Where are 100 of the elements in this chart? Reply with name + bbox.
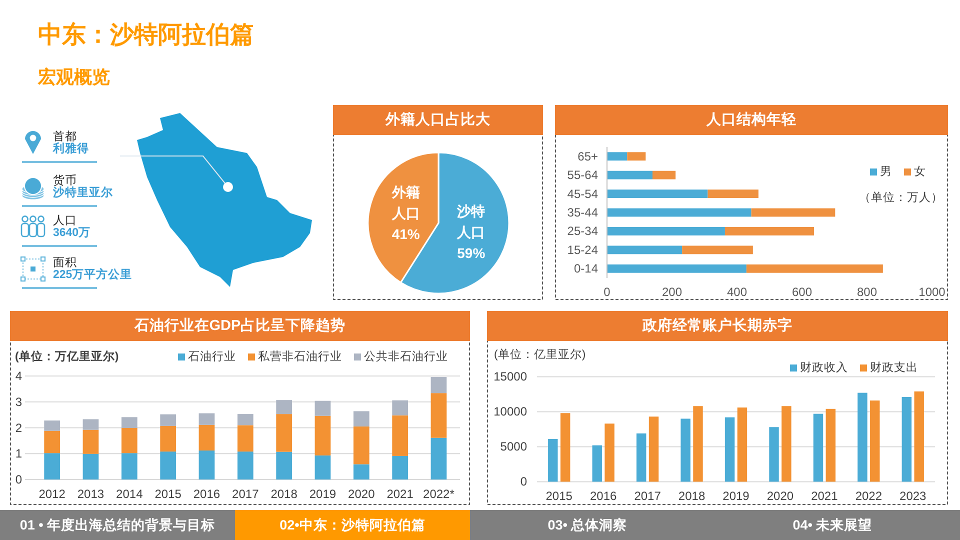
bar: [160, 414, 176, 426]
bar: [607, 264, 746, 273]
slice-label: 沙特人口: [456, 202, 486, 242]
x-tick-label: 2021: [811, 489, 838, 503]
y-tick-label: 0: [520, 474, 528, 489]
text: 225万平方公里: [53, 267, 132, 281]
bar: [560, 413, 570, 482]
annotation: （单位：万人）: [859, 191, 943, 204]
y-tick-label: 2: [15, 420, 22, 435]
bar: [237, 414, 254, 426]
bar: [430, 393, 447, 438]
x-tick-label: 2015: [546, 489, 573, 503]
x-tick-label: 600: [792, 285, 812, 299]
bar: [592, 445, 602, 482]
bar: [121, 428, 138, 454]
text: 04• 未来展望: [792, 516, 872, 532]
bar: [276, 400, 292, 414]
text: 首都: [53, 130, 77, 143]
bar: [858, 392, 868, 482]
bar: [160, 452, 176, 480]
bar: [826, 408, 836, 482]
bar: [82, 419, 99, 430]
data-label: 59%: [457, 244, 486, 261]
bar: [198, 424, 215, 451]
text: (单位：万亿里亚尔): [15, 349, 119, 363]
text: 沙特里亚尔: [52, 185, 114, 199]
bar: [682, 246, 753, 254]
text: 面积: [53, 256, 77, 269]
bar: [607, 227, 725, 236]
text: 中东：沙特阿拉伯篇: [38, 22, 254, 48]
x-tick-label: 2020: [766, 489, 794, 503]
bar: [198, 450, 215, 480]
y-tick-label: 10000: [494, 404, 528, 419]
bar: [353, 426, 370, 464]
chart-title: 人口结构年轻: [706, 111, 796, 128]
bar: [392, 415, 408, 456]
y-tick-label: 0-14: [574, 262, 598, 276]
x-tick-label: 0: [604, 285, 611, 299]
bar: [44, 420, 60, 431]
text: 宏观概览: [37, 67, 110, 87]
x-tick-label: 800: [856, 285, 878, 299]
x-tick-label: 2019: [309, 487, 336, 501]
bar: [607, 152, 628, 161]
legend-label: 男: [880, 165, 892, 178]
bar: [751, 208, 836, 217]
x-tick-label: 1000: [918, 285, 946, 299]
bar: [82, 430, 99, 454]
bar: [636, 433, 646, 482]
bar: [353, 411, 370, 426]
bar: [314, 455, 331, 480]
bar: [237, 452, 254, 480]
x-tick-label: 2020: [348, 487, 376, 501]
legend-label: 财政收入: [800, 360, 848, 374]
bar: [652, 170, 676, 180]
text: 3640万: [53, 226, 91, 239]
slice-label: 外籍人口: [390, 183, 421, 223]
x-tick-label: 2016: [193, 487, 220, 501]
y-tick-label: 25-34: [567, 224, 598, 238]
bar: [914, 391, 924, 482]
bar: [607, 190, 708, 198]
bar: [430, 377, 447, 394]
bar: [121, 417, 138, 428]
bar: [44, 453, 60, 480]
y-tick-label: 15000: [494, 370, 528, 384]
y-tick-label: 1: [15, 446, 22, 461]
bar: [680, 418, 690, 482]
legend-label: 财政支出: [870, 361, 918, 374]
bar: [44, 430, 60, 454]
bar: [276, 452, 292, 480]
bar: [607, 170, 652, 180]
bar: [607, 208, 752, 217]
x-tick-label: 2017: [232, 487, 260, 501]
x-tick-label: 2019: [722, 489, 750, 503]
x-tick-label: 400: [726, 285, 748, 299]
x-tick-label: 2021: [386, 487, 414, 501]
bar: [198, 413, 215, 425]
bar: [724, 417, 735, 482]
bar: [782, 406, 792, 482]
y-tick-label: 45-54: [567, 186, 598, 201]
x-tick-label: 2023: [900, 489, 927, 503]
chart-title: 石油行业在GDP占比呈下降趋势: [133, 317, 346, 334]
bar: [430, 438, 447, 480]
bar: [314, 416, 331, 456]
x-tick-label: 2022: [855, 489, 882, 503]
y-tick-label: 35-44: [567, 206, 598, 220]
chart-title: 政府经常账户长期赤字: [642, 316, 792, 334]
bar: [693, 406, 703, 482]
legend-label: 公共非石油行业: [364, 350, 448, 363]
bar: [724, 227, 814, 236]
bar: [648, 416, 659, 482]
y-tick-label: 5000: [500, 440, 528, 454]
x-tick-label: 2018: [270, 487, 298, 501]
chart-title: 外籍人口占比大: [384, 111, 492, 128]
legend-label: 石油行业: [188, 350, 236, 363]
bar: [82, 454, 99, 480]
bar: [708, 190, 758, 198]
x-tick-label: 2022*: [423, 487, 455, 501]
y-tick-label: 55-64: [567, 168, 598, 182]
bar: [392, 400, 408, 416]
bar: [121, 453, 138, 480]
